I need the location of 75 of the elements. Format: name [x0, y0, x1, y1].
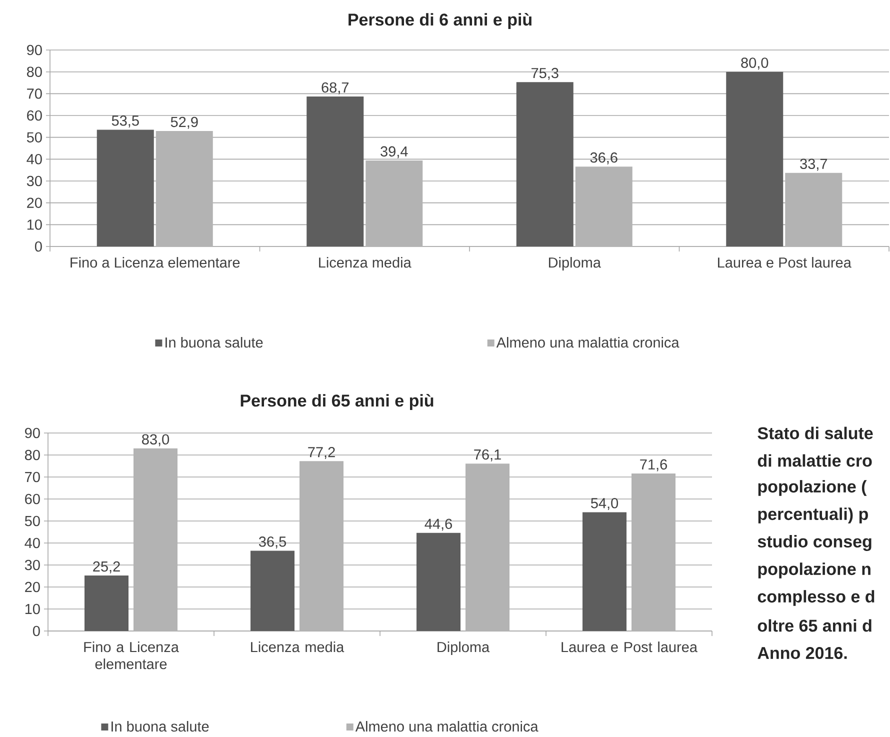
x-tick-label: Licenza media — [319, 257, 412, 268]
data-label: 83,0 — [142, 434, 170, 446]
y-tick-label: 90 — [25, 428, 40, 438]
data-label: 75,3 — [532, 68, 558, 80]
bar — [726, 72, 784, 246]
data-label: 44,6 — [424, 518, 452, 531]
text: popolazione ( — [758, 480, 867, 496]
text: oltre 65 anni d — [758, 619, 872, 632]
data-label: 25,2 — [93, 561, 120, 574]
data-label: 80,0 — [741, 58, 768, 70]
data-label: 53,5 — [112, 116, 139, 128]
data-label: 33,7 — [800, 158, 828, 171]
bar — [632, 473, 676, 631]
data-label: 36,6 — [590, 152, 618, 164]
y-tick-label: 50 — [26, 132, 42, 142]
data-label: 36,5 — [258, 536, 286, 548]
y-tick-label: 60 — [27, 110, 42, 121]
x-tick-label: Laurea e Post laurea — [562, 642, 698, 652]
x-tick-label: Diploma — [548, 257, 601, 271]
y-tick-label: 70 — [25, 472, 40, 482]
x-tick-label: Fino a Licenza elementare — [84, 642, 179, 670]
y-tick-label: 50 — [24, 516, 40, 526]
x-tick-label: Fino a Licenza elementare — [70, 257, 240, 268]
bar — [366, 160, 423, 246]
chart-title: Persone di 6 anni e più — [348, 13, 532, 30]
text: di malattie cro — [758, 454, 872, 467]
bar — [156, 131, 213, 246]
bar — [466, 464, 510, 631]
x-tick-label: Licenza media — [251, 642, 344, 652]
y-tick-label: 90 — [27, 44, 42, 56]
text: percentuali) p — [758, 508, 868, 524]
data-label: 54,0 — [590, 498, 618, 510]
text: complesso e d — [758, 590, 874, 606]
bar — [134, 448, 178, 631]
bar — [84, 576, 129, 631]
y-tick-label: 80 — [26, 66, 42, 77]
text: popolazione n — [758, 562, 870, 578]
x-tick-label: Diploma — [438, 642, 490, 656]
y-tick-label: 10 — [25, 604, 40, 614]
y-tick-label: 40 — [26, 154, 42, 164]
bar — [250, 550, 295, 631]
text: Stato di salute — [758, 426, 873, 440]
bar — [785, 172, 842, 246]
legend-label: In buona salute — [166, 336, 263, 348]
bar — [516, 82, 574, 246]
legend-label: In buona salute — [112, 720, 209, 732]
data-label: 68,7 — [322, 82, 349, 94]
y-tick-label: 0 — [32, 626, 40, 636]
data-label: 71,6 — [640, 459, 667, 472]
bar — [582, 512, 627, 631]
y-tick-label: 70 — [27, 88, 42, 99]
y-tick-label: 30 — [24, 560, 40, 570]
chart-title: Persone di 65 anni e più — [240, 394, 434, 410]
legend-label: Almeno una malattia cronica — [355, 720, 538, 732]
legend-label: Almeno una malattia cronica — [496, 336, 680, 348]
bar — [300, 461, 344, 631]
data-label: 76,1 — [474, 449, 501, 462]
bar — [96, 130, 154, 246]
y-tick-label: 30 — [26, 176, 42, 186]
text: studio conseg — [758, 535, 872, 551]
x-tick-label: Laurea e Post laurea — [718, 257, 852, 268]
bar — [575, 166, 632, 246]
y-tick-label: 60 — [25, 494, 40, 504]
y-tick-label: 0 — [34, 241, 42, 252]
data-label: 52,9 — [170, 116, 198, 129]
data-label: 77,2 — [308, 446, 335, 459]
bar — [306, 96, 364, 246]
y-tick-label: 10 — [27, 220, 42, 230]
y-tick-label: 20 — [27, 198, 42, 208]
bar — [416, 532, 461, 631]
y-tick-label: 80 — [24, 450, 40, 460]
data-label: 39,4 — [380, 146, 408, 158]
text: Anno 2016. — [758, 646, 847, 660]
y-tick-label: 40 — [24, 538, 40, 548]
y-tick-label: 20 — [25, 582, 40, 592]
